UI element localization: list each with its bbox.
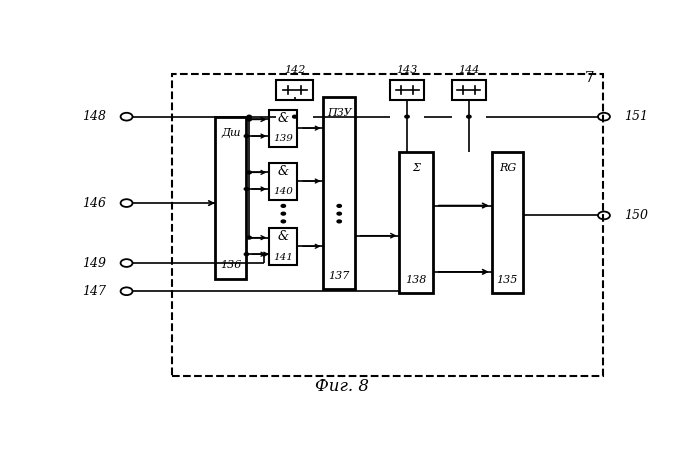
Bar <box>323 97 355 289</box>
Text: &: & <box>278 112 289 125</box>
Text: 141: 141 <box>274 252 293 262</box>
Bar <box>215 117 246 279</box>
Text: Σ: Σ <box>412 163 420 173</box>
Text: 142: 142 <box>284 65 305 76</box>
Bar <box>270 163 298 200</box>
Text: 150: 150 <box>624 209 649 222</box>
Text: 137: 137 <box>328 271 350 281</box>
Text: 138: 138 <box>405 275 427 284</box>
Text: 151: 151 <box>624 110 649 123</box>
Circle shape <box>281 204 286 207</box>
Bar <box>172 74 603 376</box>
Text: 140: 140 <box>274 187 293 196</box>
Text: &: & <box>278 165 289 178</box>
Text: Дш: Дш <box>221 127 241 137</box>
Circle shape <box>244 253 248 256</box>
Circle shape <box>405 115 409 118</box>
Text: RG: RG <box>499 163 516 173</box>
Circle shape <box>467 115 471 118</box>
Circle shape <box>247 236 251 239</box>
Text: 7: 7 <box>584 71 594 85</box>
Bar <box>270 228 298 265</box>
Circle shape <box>281 212 286 215</box>
Text: 136: 136 <box>220 261 242 271</box>
Text: 149: 149 <box>82 256 106 269</box>
Bar <box>276 80 313 100</box>
Circle shape <box>247 115 251 118</box>
Circle shape <box>337 212 342 215</box>
Text: 135: 135 <box>497 275 518 284</box>
Text: &: & <box>278 230 289 243</box>
Text: 143: 143 <box>396 65 418 76</box>
Circle shape <box>244 188 248 191</box>
Bar <box>400 152 433 293</box>
Text: ПЗУ: ПЗУ <box>327 108 351 118</box>
Circle shape <box>337 220 342 223</box>
Circle shape <box>247 118 251 121</box>
Circle shape <box>281 220 286 223</box>
Bar <box>491 152 523 293</box>
Circle shape <box>293 115 297 118</box>
Bar <box>390 80 424 100</box>
Text: 146: 146 <box>82 196 106 210</box>
Text: 144: 144 <box>458 65 480 76</box>
Circle shape <box>244 135 248 137</box>
Circle shape <box>337 204 342 207</box>
Circle shape <box>247 171 251 174</box>
Text: Фиг. 8: Фиг. 8 <box>316 378 370 395</box>
Bar <box>452 80 486 100</box>
Bar <box>270 109 298 147</box>
Text: 148: 148 <box>82 110 106 123</box>
Text: 139: 139 <box>274 134 293 143</box>
Text: 147: 147 <box>82 285 106 298</box>
